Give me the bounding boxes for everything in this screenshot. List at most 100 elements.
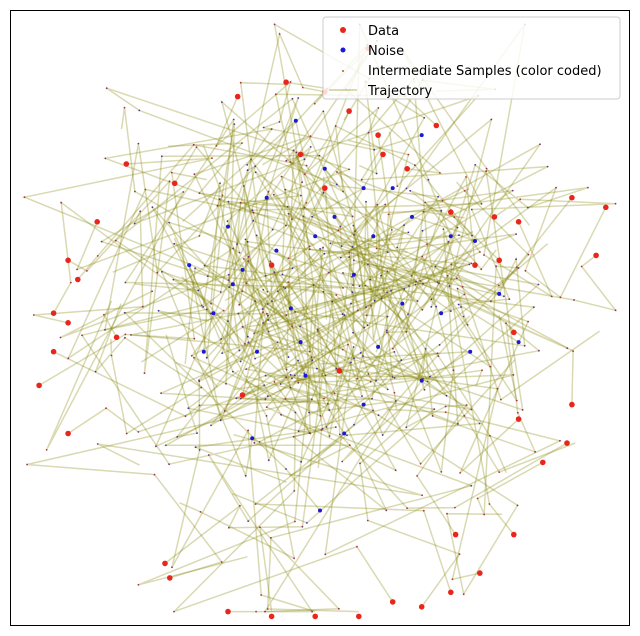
intermediate-sample-point — [339, 256, 342, 259]
intermediate-sample-point — [337, 607, 340, 610]
intermediate-sample-point — [358, 285, 361, 287]
intermediate-sample-point — [291, 218, 293, 221]
intermediate-sample-point — [406, 507, 408, 509]
intermediate-sample-point — [465, 404, 468, 406]
intermediate-sample-point — [439, 172, 441, 174]
data-point — [36, 382, 42, 389]
data-point — [375, 132, 381, 138]
intermediate-sample-point — [238, 349, 241, 352]
intermediate-sample-point — [386, 291, 388, 294]
data-point — [239, 392, 246, 398]
intermediate-sample-point — [333, 392, 336, 395]
intermediate-sample-point — [247, 260, 250, 263]
intermediate-sample-point — [440, 471, 443, 473]
intermediate-sample-point — [322, 290, 325, 293]
data-point — [515, 219, 522, 225]
intermediate-sample-point — [329, 242, 332, 245]
intermediate-sample-point — [267, 330, 270, 333]
intermediate-sample-point — [508, 298, 511, 300]
intermediate-sample-point — [342, 272, 344, 274]
intermediate-sample-point — [423, 388, 426, 391]
intermediate-sample-point — [301, 525, 304, 528]
intermediate-sample-point — [390, 229, 393, 231]
intermediate-sample-point — [236, 243, 238, 246]
intermediate-sample-point — [573, 299, 575, 301]
intermediate-sample-point — [367, 263, 369, 266]
intermediate-sample-point — [284, 398, 287, 400]
intermediate-sample-point — [206, 275, 209, 277]
noise-point — [303, 373, 308, 378]
data-point — [167, 575, 173, 581]
intermediate-sample-point — [342, 190, 344, 193]
intermediate-sample-point — [496, 387, 499, 390]
intermediate-sample-point — [444, 411, 447, 414]
intermediate-sample-point — [305, 202, 308, 204]
intermediate-sample-point — [335, 367, 338, 370]
intermediate-sample-point — [456, 226, 459, 229]
intermediate-sample-point — [422, 282, 424, 285]
intermediate-sample-point — [505, 322, 507, 325]
data-point — [283, 79, 289, 85]
intermediate-sample-point — [138, 109, 141, 112]
intermediate-sample-point — [338, 433, 341, 436]
intermediate-sample-point — [460, 306, 462, 308]
intermediate-sample-point — [67, 357, 70, 360]
intermediate-sample-point — [239, 201, 242, 204]
intermediate-sample-point — [572, 350, 574, 352]
noise-point — [332, 214, 337, 219]
intermediate-sample-point — [300, 460, 302, 463]
intermediate-sample-point — [351, 246, 354, 248]
legend-label-data: Data — [368, 24, 399, 39]
intermediate-sample-point — [103, 313, 105, 316]
noise-point — [516, 340, 521, 345]
intermediate-sample-point — [151, 290, 154, 293]
intermediate-sample-point — [264, 374, 267, 377]
intermediate-sample-point — [318, 154, 321, 157]
intermediate-sample-point — [519, 198, 522, 201]
intermediate-sample-point — [297, 430, 300, 433]
noise-point — [226, 224, 230, 229]
intermediate-sample-point — [193, 173, 196, 176]
intermediate-sample-point — [60, 201, 63, 204]
intermediate-sample-point — [452, 369, 455, 372]
intermediate-sample-point — [245, 368, 248, 370]
intermediate-sample-point — [360, 178, 363, 181]
intermediate-sample-point — [173, 610, 175, 613]
intermediate-sample-point — [490, 118, 493, 121]
intermediate-sample-point — [444, 405, 447, 408]
data-point — [75, 276, 81, 283]
intermediate-sample-point — [400, 359, 403, 362]
intermediate-sample-point — [416, 300, 419, 302]
intermediate-sample-point — [267, 314, 269, 317]
noise-point — [318, 508, 322, 513]
intermediate-sample-point — [292, 435, 295, 438]
intermediate-sample-point — [238, 303, 241, 306]
intermediate-sample-point — [515, 233, 517, 236]
intermediate-sample-point — [276, 341, 279, 344]
intermediate-sample-point — [446, 512, 448, 515]
intermediate-sample-point — [331, 300, 334, 303]
intermediate-sample-point — [377, 414, 380, 417]
noise-point — [468, 349, 473, 354]
intermediate-sample-point — [448, 285, 451, 288]
intermediate-sample-point — [274, 93, 277, 96]
intermediate-sample-point — [311, 398, 313, 401]
intermediate-sample-point — [264, 274, 267, 277]
intermediate-sample-point — [219, 291, 222, 293]
intermediate-sample-point — [426, 380, 429, 383]
intermediate-sample-point — [254, 165, 257, 168]
intermediate-sample-point — [130, 334, 132, 336]
intermediate-sample-point — [367, 373, 370, 375]
intermediate-sample-point — [297, 359, 299, 362]
intermediate-sample-point — [515, 266, 518, 268]
intermediate-sample-point — [266, 303, 269, 305]
intermediate-sample-point — [353, 234, 355, 236]
noise-point — [390, 186, 395, 191]
data-point — [603, 204, 609, 211]
intermediate-sample-point — [172, 278, 175, 281]
intermediate-sample-point — [237, 312, 240, 315]
intermediate-sample-point — [241, 142, 243, 145]
intermediate-sample-point — [137, 583, 140, 586]
intermediate-sample-point — [319, 248, 321, 250]
noise-point — [187, 263, 192, 268]
